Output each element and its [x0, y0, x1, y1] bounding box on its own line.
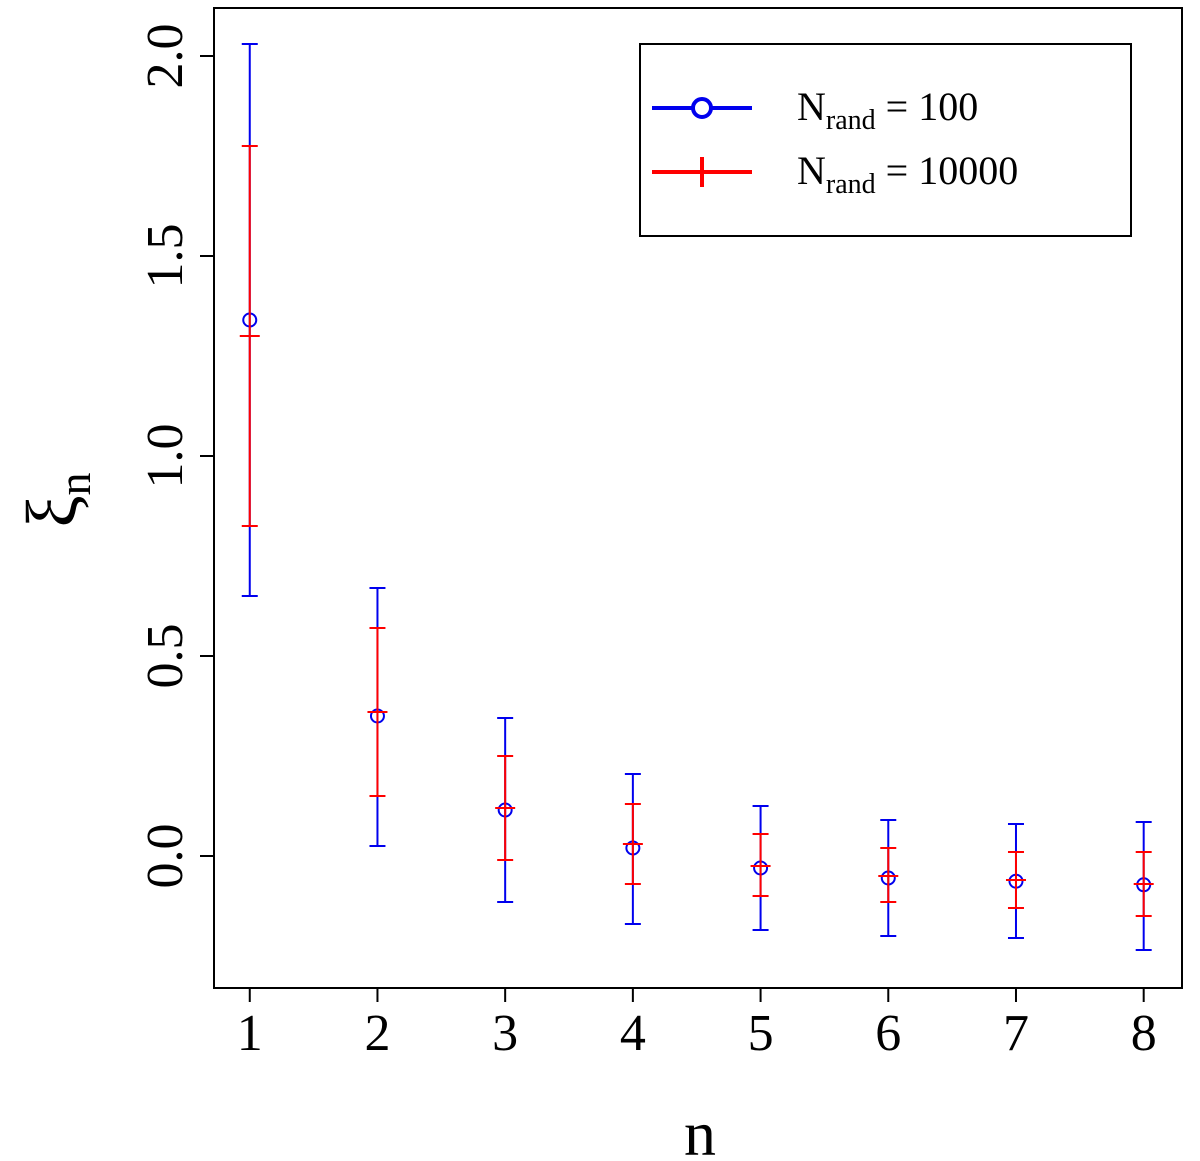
series-1 — [239, 145, 1154, 917]
series-layer — [239, 43, 1154, 951]
x-tick-label-4: 4 — [620, 1005, 646, 1062]
x-tick-label-1: 1 — [237, 1005, 263, 1062]
y-tick-label-3: 1.5 — [137, 224, 194, 289]
x-axis-label: n — [684, 1098, 716, 1161]
y-axis: 0.0 0.5 1.0 1.5 2.0 — [137, 24, 215, 889]
y-tick-label-group-4: 2.0 — [137, 24, 194, 89]
legend-label-value-0: = 100 — [876, 84, 979, 129]
y-axis-label-main: ξ — [12, 495, 92, 527]
legend-label-sub-0: rand — [826, 105, 876, 136]
x-tick-label-6: 6 — [875, 1005, 901, 1062]
y-tick-label-4: 2.0 — [137, 24, 194, 89]
legend-label-1: Nrand = 10000 — [797, 148, 1018, 200]
y-tick-label-group-1: 0.5 — [137, 624, 194, 689]
x-tick-label-3: 3 — [492, 1005, 518, 1062]
legend-label-value-1: = 10000 — [876, 148, 1019, 193]
x-tick-label-7: 7 — [1003, 1005, 1029, 1062]
legend-label-main-1: N — [797, 148, 826, 193]
y-axis-label: ξn — [12, 472, 100, 527]
y-axis-label-sub: n — [49, 472, 100, 495]
y-tick-label-group-0: 0.0 — [137, 824, 194, 889]
y-tick-label-0: 0.0 — [137, 824, 194, 889]
legend-label-sub-1: rand — [826, 169, 876, 200]
y-tick-label-1: 0.5 — [137, 624, 194, 689]
legend-entry-0: Nrand = 100 — [652, 84, 978, 136]
y-tick-label-group-3: 1.5 — [137, 224, 194, 289]
y-tick-label-group-2: 1.0 — [137, 424, 194, 489]
y-tick-label-2: 1.0 — [137, 424, 194, 489]
svg-text:ξn: ξn — [12, 472, 100, 527]
x-tick-label-8: 8 — [1131, 1005, 1157, 1062]
legend-entry-1: Nrand = 10000 — [652, 148, 1018, 200]
legend-label-main-0: N — [797, 84, 826, 129]
legend-box — [639, 43, 1132, 237]
x-axis: 1 2 3 4 5 6 7 8 — [237, 987, 1157, 1062]
legend-marker-0 — [691, 97, 713, 119]
legend-label-0: Nrand = 100 — [797, 84, 978, 136]
x-tick-label-2: 2 — [364, 1005, 390, 1062]
x-tick-label-5: 5 — [748, 1005, 774, 1062]
